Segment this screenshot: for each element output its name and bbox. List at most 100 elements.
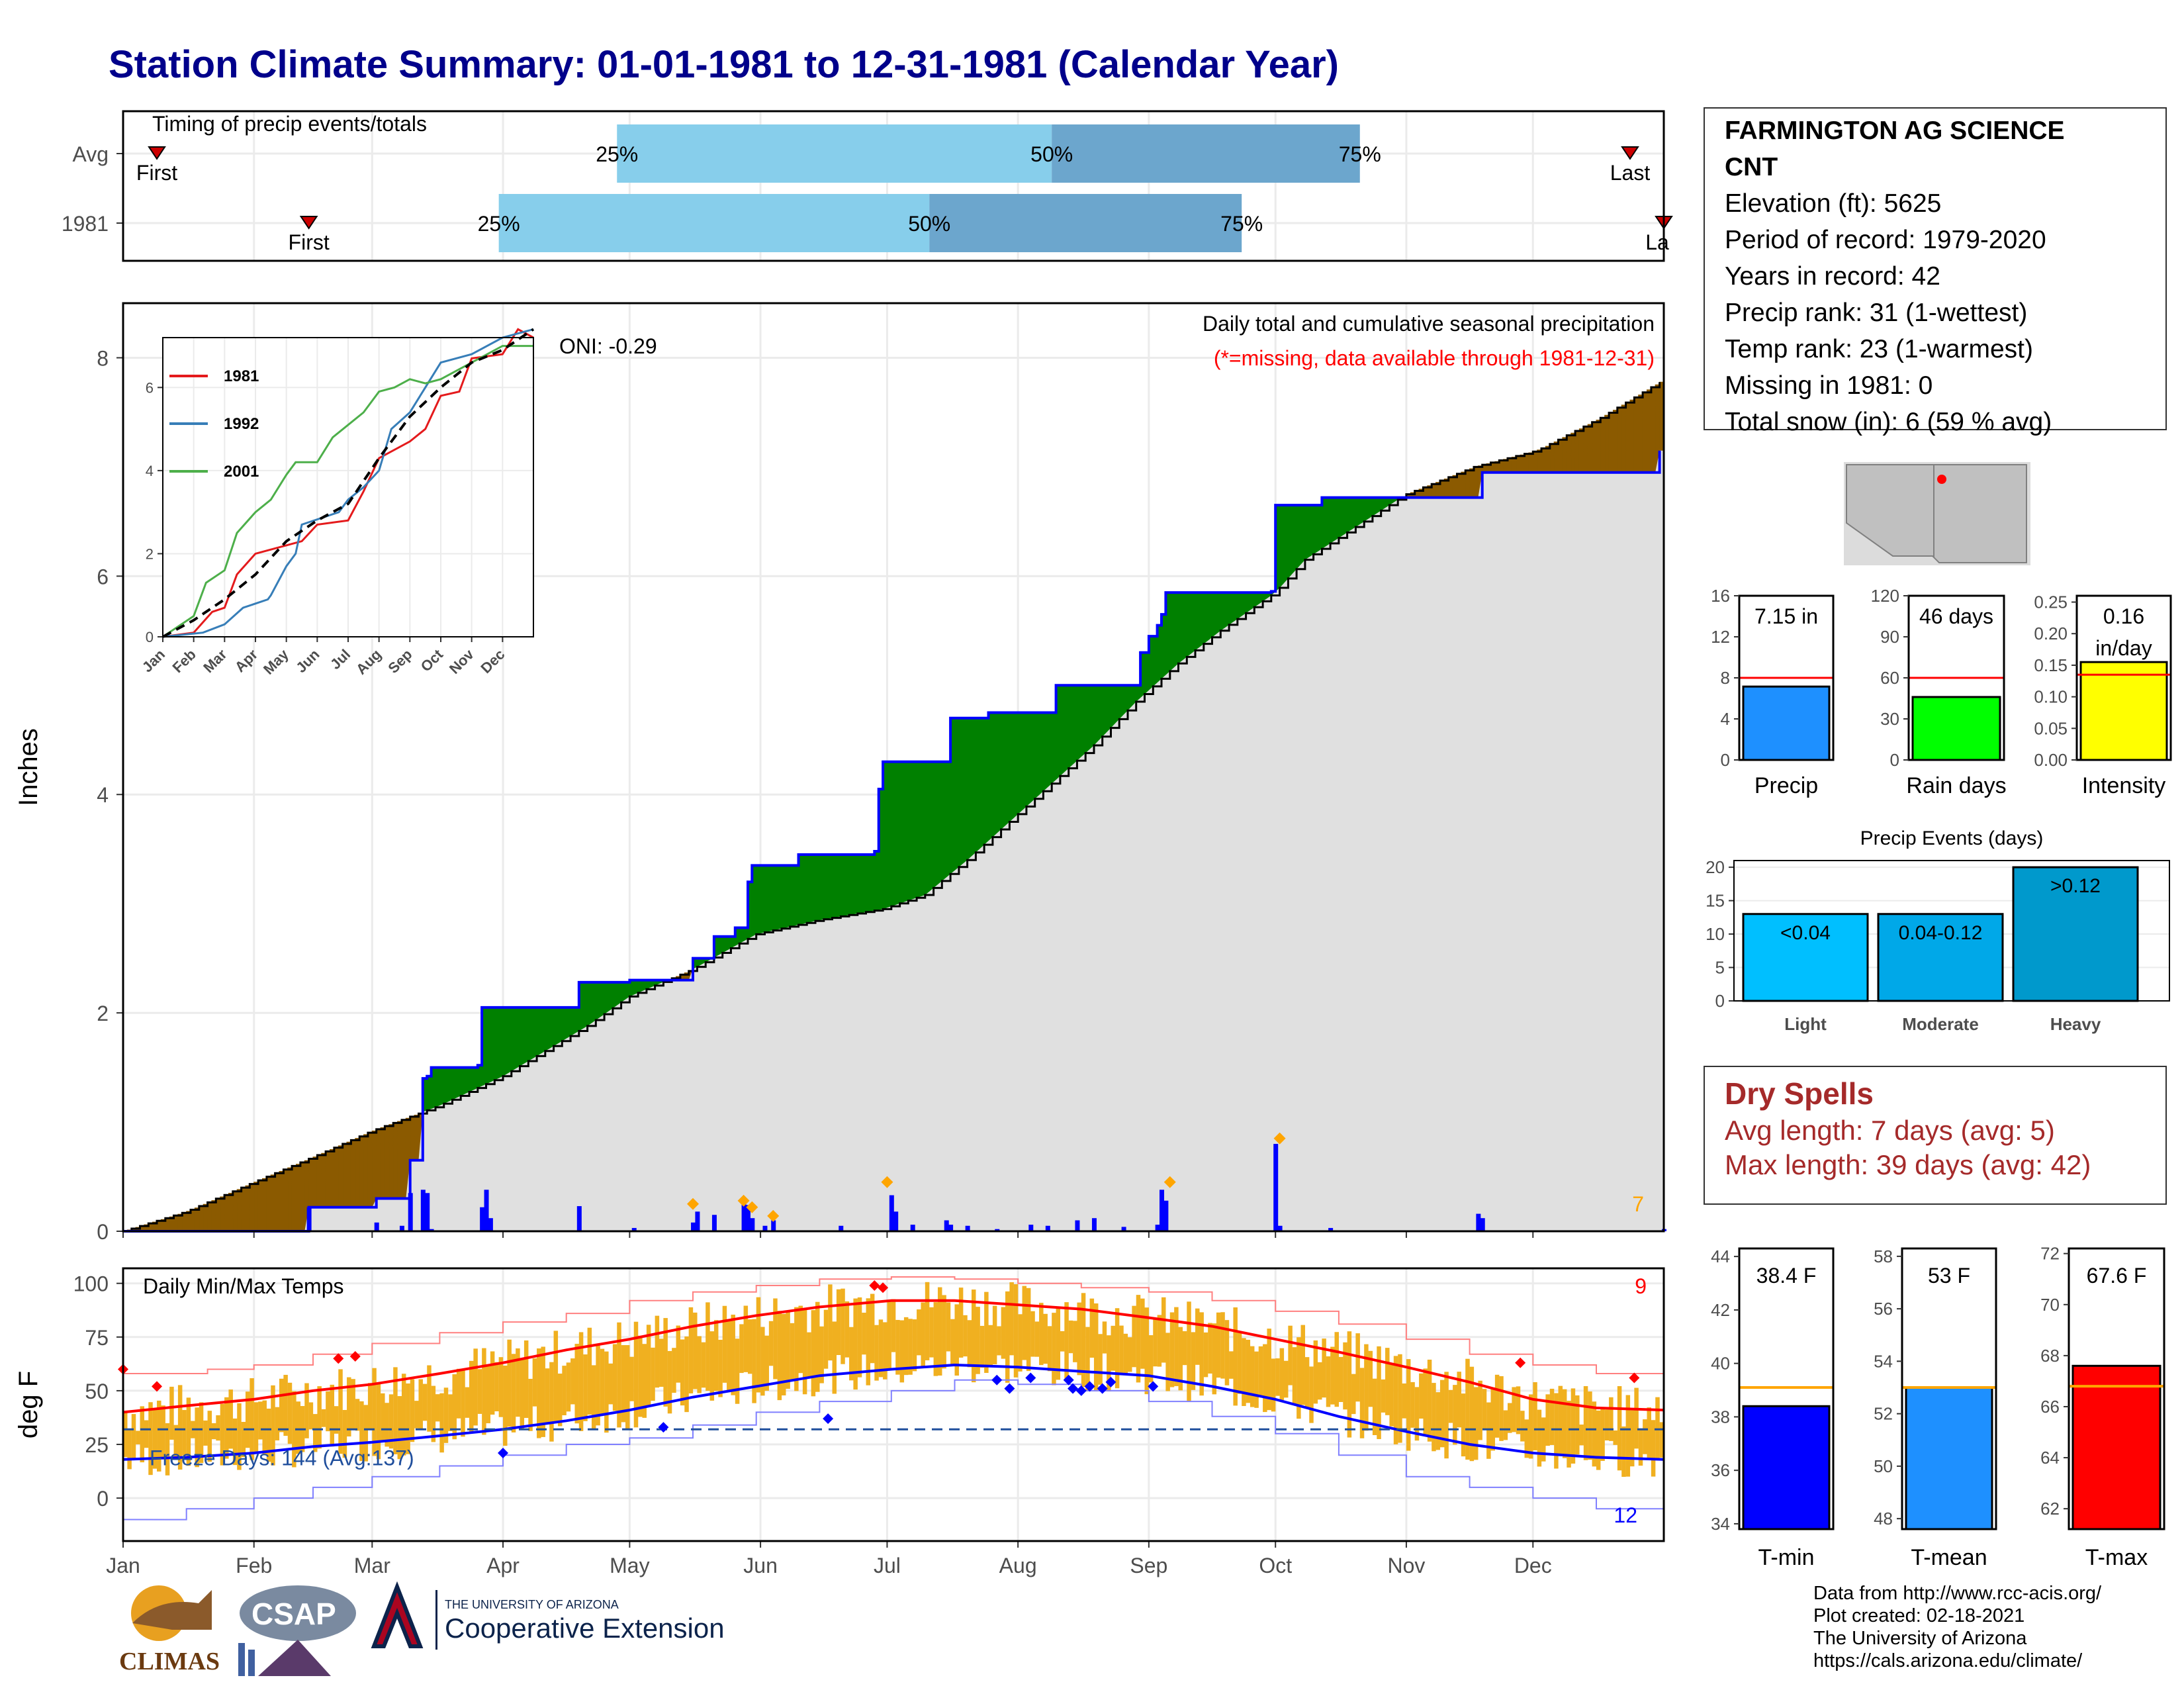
record-high-marker — [349, 1351, 361, 1362]
daily-temp-bar — [857, 1297, 862, 1378]
snow-event-marker — [737, 1194, 750, 1207]
record-low-marker — [1068, 1383, 1079, 1394]
precip-y-axis-label: Inches — [14, 728, 43, 806]
temp-summary-border — [1901, 1247, 1997, 1530]
daily-temp-bar — [853, 1298, 858, 1390]
daily-temp-bar — [397, 1396, 402, 1460]
daily-temp-bar — [739, 1324, 744, 1374]
daily-temp-bar — [241, 1421, 246, 1458]
daily-temp-bar — [1473, 1387, 1479, 1460]
daily-temp-bar — [1267, 1329, 1271, 1411]
snow-event-marker — [687, 1197, 700, 1210]
daily-temp-bar — [414, 1401, 419, 1429]
last-marker — [1621, 146, 1639, 160]
daily-temp-bar — [372, 1368, 377, 1456]
month-label: Jun — [743, 1554, 778, 1577]
daily-temp-bar — [1444, 1372, 1449, 1459]
events-y-tick-label: 0 — [1715, 991, 1725, 1011]
record-low-count: 12 — [1614, 1503, 1637, 1527]
daily-temp-bar — [887, 1301, 891, 1369]
daily-temp-bar — [330, 1384, 335, 1447]
summary-y-tick-label: 60 — [1880, 668, 1899, 688]
daily-precip-bar — [488, 1218, 493, 1231]
daily-temp-bar — [1389, 1364, 1394, 1427]
daily-temp-bar — [1292, 1347, 1297, 1404]
daily-temp-bar — [866, 1298, 871, 1385]
daily-temp-bar — [1157, 1315, 1162, 1367]
daily-temp-bar — [722, 1305, 727, 1383]
summary-value-label: 46 days — [1919, 604, 1993, 628]
daily-temp-bar — [123, 1413, 128, 1458]
oni-label: ONI: -0.29 — [559, 334, 657, 358]
daily-temp-bar — [1056, 1306, 1061, 1380]
summary-snow: Total snow (in): 6 (59 % avg) — [1725, 408, 2052, 436]
month-label: May — [610, 1554, 649, 1577]
temp-summary-bar — [1742, 1405, 1831, 1530]
record-low-marker — [498, 1447, 509, 1458]
daily-temp-bar — [1617, 1386, 1622, 1471]
daily-temp-bar — [1064, 1302, 1069, 1380]
summary-y-tick-label: 8 — [1721, 668, 1730, 688]
record-high-count: 9 — [1635, 1274, 1647, 1298]
daily-temp-bar — [1237, 1333, 1242, 1394]
daily-temp-bar — [574, 1344, 579, 1424]
daily-temp-bar — [672, 1348, 676, 1393]
daily-temp-bar — [553, 1331, 559, 1423]
daily-temp-bar — [1453, 1385, 1457, 1445]
event-bar-value-label: <0.04 — [1780, 922, 1831, 944]
daily-temp-bar — [1246, 1339, 1251, 1403]
daily-temp-bar — [435, 1394, 440, 1422]
daily-temp-bar — [203, 1420, 208, 1446]
daily-temp-bar — [136, 1430, 140, 1444]
daily-temp-bar — [1199, 1312, 1204, 1396]
daily-temp-bar — [393, 1367, 398, 1454]
timing-panel-border — [122, 110, 1665, 262]
inset-legend-label: 2001 — [224, 463, 259, 481]
daily-temp-bar — [760, 1327, 765, 1396]
daily-temp-bar — [899, 1320, 905, 1383]
summary-value-unit: in/day — [2095, 636, 2152, 660]
daily-temp-bar — [1643, 1419, 1647, 1454]
first-marker — [299, 216, 318, 230]
daily-temp-bar — [516, 1348, 520, 1417]
temp-summary-label: T-min — [1758, 1545, 1815, 1570]
summary-y-tick-label: 0 — [1890, 750, 1899, 770]
daily-temp-bar — [578, 1332, 584, 1431]
daily-temp-bar — [367, 1383, 373, 1430]
daily-precip-bar — [631, 1228, 637, 1231]
daily-temp-bar — [747, 1319, 752, 1374]
daily-temp-bar — [773, 1298, 778, 1380]
precip-summary-intensity: 0.16 in/day Intensity 0.00 0.05 0.10 0.15 0.20 0… — [2034, 592, 2172, 798]
summary-elevation: Elevation (ft): 5625 — [1725, 189, 1942, 218]
timing-label-q50: 50% — [1030, 142, 1073, 166]
daily-temp-bar — [1153, 1318, 1158, 1367]
actual-cumulative-line — [123, 450, 1661, 1233]
daily-temp-bar — [334, 1406, 339, 1434]
daily-temp-bar — [1448, 1389, 1453, 1423]
daily-temp-bar — [1060, 1331, 1065, 1352]
avg-max-line — [122, 1299, 1664, 1414]
daily-temp-bar — [1494, 1374, 1500, 1438]
daily-temp-bar — [1203, 1332, 1208, 1378]
daily-precip-bar — [711, 1215, 717, 1231]
events-border — [1733, 860, 2170, 1002]
daily-temp-bar — [507, 1339, 512, 1427]
timing-panel: 25% 50% 75% First Last Avg 25% 50% 75% First La 198… — [62, 110, 1673, 262]
timing-label-q75: 75% — [1220, 212, 1263, 236]
daily-temp-bar — [954, 1304, 959, 1376]
daily-temp-bar — [1047, 1326, 1052, 1372]
station-name-line2: CNT — [1725, 153, 1778, 181]
daily-temp-bar — [131, 1414, 136, 1459]
daily-temp-bar — [1309, 1366, 1314, 1423]
precip-y-tick-label: 0 — [97, 1220, 109, 1244]
precip-panel: 0 2 4 6 8 Inches Daily total and cumulative se… — [14, 302, 1666, 1244]
daily-temp-bar — [883, 1322, 887, 1380]
summary-y-tick-label: 0 — [1721, 750, 1730, 770]
month-label: Oct — [1259, 1554, 1292, 1577]
locator-map — [1844, 462, 2030, 565]
daily-temp-bar — [376, 1383, 381, 1460]
daily-temp-bar — [1520, 1411, 1525, 1442]
daily-precip-bar — [910, 1225, 915, 1231]
record-low-marker — [991, 1374, 1003, 1385]
daily-temp-bar — [195, 1407, 199, 1468]
